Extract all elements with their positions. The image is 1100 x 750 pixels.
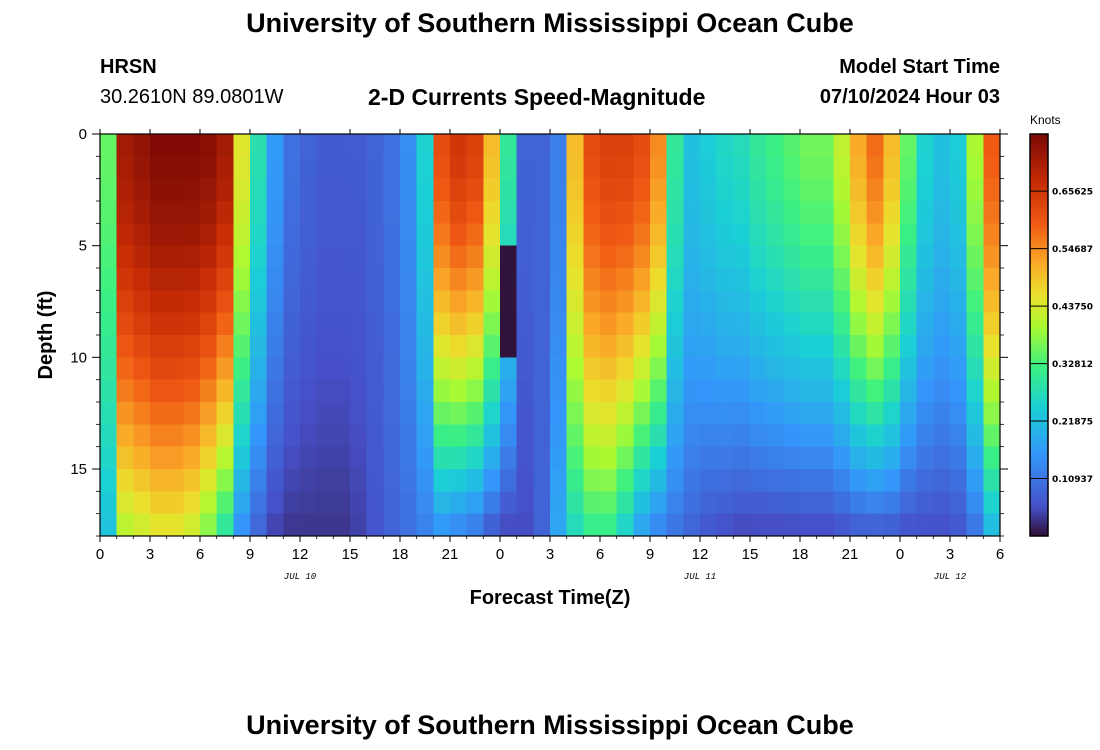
colorbar — [1030, 134, 1048, 536]
x-tick-label: 12 — [292, 546, 309, 563]
x-axis-label: Forecast Time(Z) — [470, 587, 631, 609]
speed-heatmap — [100, 134, 1000, 536]
y-tick-label: 5 — [79, 238, 87, 255]
plot-frame — [99, 133, 1001, 537]
x-tick-label: 3 — [546, 546, 554, 563]
x-tick-label: 6 — [596, 546, 604, 563]
colorbar-frame — [1029, 133, 1049, 537]
x-tick-label: 0 — [896, 546, 904, 563]
x-tick-label: 18 — [392, 546, 409, 563]
colorbar-tick-label: 0.43750 — [1052, 303, 1093, 313]
chart-title: 2-D Currents Speed-Magnitude — [368, 84, 706, 110]
y-axis-label: Depth (ft) — [35, 291, 57, 380]
colorbar-title: Knots — [1030, 113, 1061, 127]
x-tick-label: 9 — [646, 546, 654, 563]
colorbar-tick-label: 0.32812 — [1052, 360, 1093, 370]
y-tick-label: 0 — [79, 126, 87, 143]
colorbar-tick-label: 0.65625 — [1052, 188, 1093, 198]
x-tick-label: 6 — [996, 546, 1004, 563]
y-tick-label: 10 — [70, 349, 87, 366]
x-tick-label: 18 — [792, 546, 809, 563]
x-tick-label: 9 — [246, 546, 254, 563]
x-tick-label: 21 — [842, 546, 859, 563]
page-title: University of Southern Mississippi Ocean… — [246, 8, 854, 38]
y-tick-label: 15 — [70, 461, 87, 478]
colorbar-tick-label: 0.54687 — [1052, 245, 1093, 255]
date-label: JUL 12 — [934, 572, 967, 582]
x-tick-label: 3 — [946, 546, 954, 563]
x-tick-label: 12 — [692, 546, 709, 563]
model-start-label: Model Start Time — [839, 56, 1000, 78]
footer-title: University of Southern Mississippi Ocean… — [246, 710, 854, 740]
x-tick-label: 6 — [196, 546, 204, 563]
station-id: HRSN — [100, 56, 157, 78]
x-tick-label: 15 — [742, 546, 759, 563]
model-start-time: 07/10/2024 Hour 03 — [819, 86, 1000, 108]
x-tick-label: 0 — [96, 546, 104, 563]
date-label: JUL 10 — [284, 572, 317, 582]
station-coords: 30.2610N 89.0801W — [100, 86, 284, 108]
colorbar-tick-label: 0.21875 — [1052, 418, 1093, 428]
x-tick-label: 15 — [342, 546, 359, 563]
x-tick-label: 0 — [496, 546, 504, 563]
colorbar-tick-label: 0.10937 — [1052, 475, 1093, 485]
x-tick-label: 21 — [442, 546, 459, 563]
x-tick-label: 3 — [146, 546, 154, 563]
date-label: JUL 11 — [684, 572, 716, 582]
